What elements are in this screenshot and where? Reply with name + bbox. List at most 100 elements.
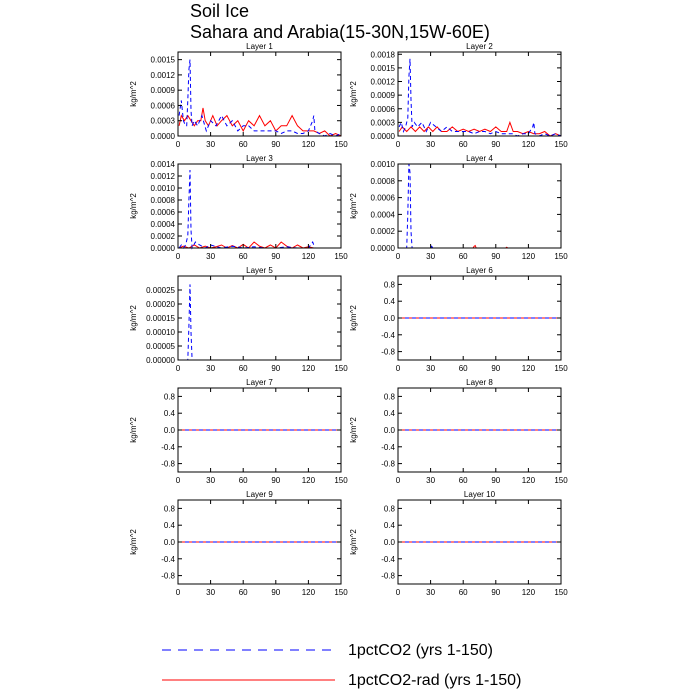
y-tick-label: 0.0	[164, 426, 176, 435]
x-tick-label: 150	[334, 476, 348, 485]
y-tick-label: 0.0006	[151, 101, 176, 110]
y-tick-label: 0.0015	[371, 64, 396, 73]
y-tick-label: 0.0002	[151, 232, 176, 241]
y-tick-label: 0.0004	[151, 220, 176, 229]
x-tick-label: 90	[271, 476, 280, 485]
panel-title: Layer 8	[466, 378, 493, 387]
series-line-1pctco2	[178, 169, 341, 250]
y-axis-label: kg/m^2	[129, 193, 138, 219]
y-axis-label: kg/m^2	[349, 305, 358, 331]
x-tick-label: 90	[491, 252, 500, 261]
x-tick-label: 90	[271, 252, 280, 261]
plot-frame	[397, 51, 562, 137]
y-tick-label: -0.8	[381, 572, 395, 581]
x-tick-label: 90	[491, 476, 500, 485]
y-axis-label: kg/m^2	[349, 193, 358, 219]
panel-title: Layer 4	[466, 154, 493, 163]
x-tick-label: 90	[491, 140, 500, 149]
figure-title-line-1: Soil Ice	[190, 1, 249, 21]
panel-layer-6: Layer 6 kg/m^2 0 30 60 90 120 150 -0.8 -0.4 0.0 0.4…	[349, 266, 568, 373]
x-tick-label: 120	[302, 476, 316, 485]
panel-layer-8: Layer 8 kg/m^2 0 30 60 90 120 150 -0.8 -0.4 0.0 0.4…	[349, 378, 568, 485]
panel-title: Layer 7	[246, 378, 273, 387]
x-tick-label: 60	[459, 364, 468, 373]
x-tick-label: 0	[176, 476, 181, 485]
y-tick-label: 0.0000	[151, 244, 176, 253]
y-tick-label: 0.4	[384, 521, 396, 530]
y-tick-label: 0.0006	[151, 208, 176, 217]
series-line-1pctco2-rad	[398, 120, 562, 137]
x-tick-label: 60	[239, 252, 248, 261]
panels-grid: Layer 1kg/m^20 30 60 90 120 1500.00000.00030.…	[129, 42, 568, 597]
y-axis-label: kg/m^2	[129, 81, 138, 107]
x-tick-label: 30	[206, 140, 215, 149]
x-tick-label: 150	[554, 588, 568, 597]
panel-layer-9: Layer 9 kg/m^2 0 30 60 90 120 150 -0.8 -0.4 0.0 0.4…	[129, 490, 348, 597]
x-tick-label: 150	[334, 588, 348, 597]
x-tick-label: 60	[459, 476, 468, 485]
x-tick-label: 60	[239, 588, 248, 597]
x-tick-label: 60	[239, 140, 248, 149]
y-axis-label: kg/m^2	[349, 417, 358, 443]
x-tick-label: 30	[426, 140, 435, 149]
x-tick-label: 90	[491, 364, 500, 373]
x-tick-label: 0	[396, 252, 401, 261]
x-tick-label: 120	[522, 476, 536, 485]
y-tick-label: 0.0	[384, 426, 396, 435]
panel-layer-1: Layer 1 kg/m^2 0 30 60 90 120 150 0.0000 0.0003 0.…	[129, 42, 348, 149]
panel-layer-3: Layer 3 kg/m^2 0 30 60 90 120 150 0.0000 0.0002 0.…	[129, 154, 348, 261]
x-tick-label: 120	[522, 364, 536, 373]
series-line-1pctco2	[178, 59, 342, 137]
x-tick-label: 0	[176, 588, 181, 597]
x-tick-label: 0	[396, 588, 401, 597]
y-tick-label: 0.0018	[371, 50, 396, 59]
x-tick-label: 0	[396, 140, 401, 149]
x-tick-label: 30	[426, 364, 435, 373]
x-tick-label: 120	[302, 364, 316, 373]
y-tick-label: 0.00015	[146, 314, 175, 323]
x-tick-label: 60	[459, 140, 468, 149]
x-tick-label: 30	[206, 588, 215, 597]
panel-layer-4: Layer 4 kg/m^2 0 30 60 90 120 150 0.0000 0.0002 0.…	[349, 154, 568, 261]
x-tick-label: 30	[206, 364, 215, 373]
y-tick-label: 0.0000	[151, 132, 176, 141]
y-tick-label: -0.8	[381, 460, 395, 469]
y-axis-label: kg/m^2	[129, 305, 138, 331]
y-tick-label: 0.0004	[371, 210, 396, 219]
y-tick-label: -0.4	[161, 443, 175, 452]
y-tick-label: 0.00025	[146, 286, 175, 295]
x-tick-label: 150	[554, 140, 568, 149]
x-tick-label: 150	[334, 252, 348, 261]
y-axis-label: kg/m^2	[129, 529, 138, 555]
x-tick-label: 90	[271, 140, 280, 149]
y-tick-label: 0.0006	[371, 105, 396, 114]
x-tick-label: 30	[206, 252, 215, 261]
y-tick-label: 0.0003	[371, 118, 396, 127]
panel-layer-7: Layer 7 kg/m^2 0 30 60 90 120 150 -0.8 -0.4 0.0 0.4…	[129, 378, 348, 485]
x-tick-label: 60	[239, 364, 248, 373]
x-tick-label: 120	[302, 588, 316, 597]
plot-frame	[397, 163, 562, 249]
y-tick-label: 0.00000	[146, 356, 175, 365]
y-tick-label: 0.00005	[146, 342, 175, 351]
panel-title: Layer 2	[466, 42, 493, 51]
y-tick-label: 0.0009	[371, 91, 396, 100]
y-tick-label: 0.8	[164, 504, 176, 513]
panel-title: Layer 6	[466, 266, 493, 275]
x-tick-label: 120	[522, 588, 536, 597]
y-tick-label: 0.0010	[151, 184, 176, 193]
x-tick-label: 0	[176, 140, 181, 149]
y-tick-label: 0.00010	[146, 328, 175, 337]
y-tick-label: 0.0008	[151, 196, 176, 205]
panel-title: Layer 3	[246, 154, 273, 163]
y-tick-label: -0.4	[381, 331, 395, 340]
y-tick-label: 0.0015	[151, 56, 176, 65]
y-tick-label: 0.8	[384, 392, 396, 401]
legend-label-dashed: 1pctCO2 (yrs 1-150)	[348, 642, 493, 659]
y-tick-label: 0.0000	[371, 132, 396, 141]
x-tick-label: 30	[426, 588, 435, 597]
plot-frame	[177, 163, 342, 249]
y-tick-label: 0.4	[164, 521, 176, 530]
series-line-1pctco2	[398, 58, 562, 137]
